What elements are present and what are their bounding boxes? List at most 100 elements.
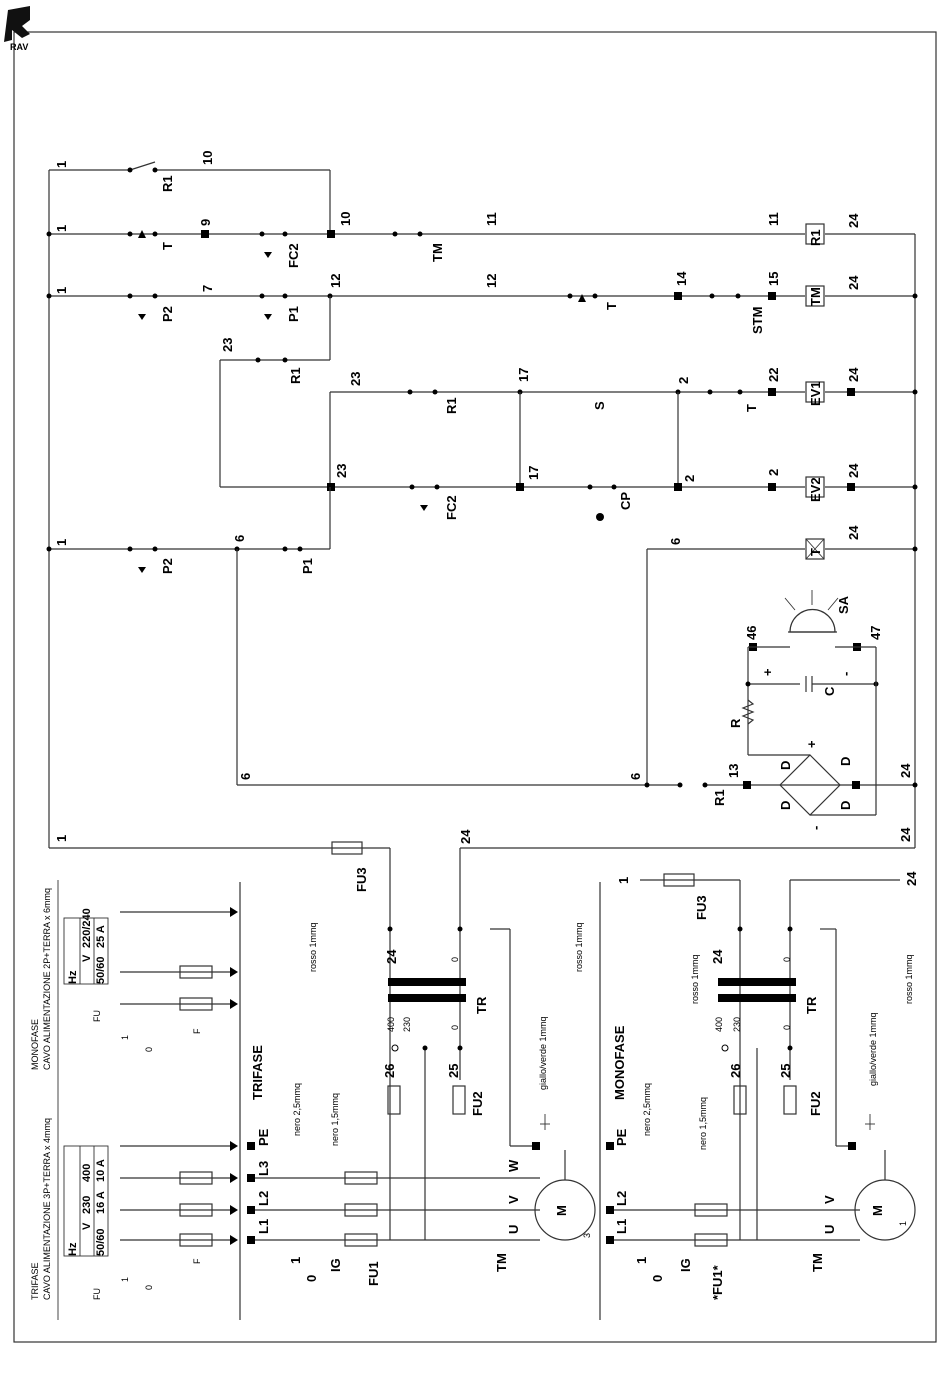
label-components-R: R	[728, 718, 743, 728]
label-node_numbers-n0: 0	[450, 957, 460, 962]
label-node_numbers-n46: 46	[744, 626, 759, 640]
label-wires-nero25: nero 2,5mmq	[292, 1083, 302, 1136]
label-wires-rosso: rosso 1mmq	[574, 922, 584, 972]
label-components-P1: P1	[286, 306, 301, 322]
label-node_numbers-n24: 24	[904, 871, 919, 886]
logo-text: RAV	[10, 42, 28, 52]
label-node_numbers-n230: 230	[732, 1017, 742, 1032]
label-node_numbers-n22: 22	[766, 368, 781, 382]
label-node_numbers-n26: 26	[382, 1064, 397, 1078]
label-components-P1: P1	[300, 558, 315, 574]
label-node_numbers-n11: 11	[484, 212, 499, 226]
label-components-FU1: FU1	[366, 1261, 381, 1286]
label-node_numbers-n6: 6	[628, 773, 643, 780]
label-components-one: 1	[288, 1257, 303, 1264]
label-components-one: 1	[120, 1277, 130, 1282]
label-components-R1: R1	[808, 229, 823, 246]
label-supply_tables-trifase-fu_values-0: 16 A	[95, 1191, 107, 1214]
label-components-one: 1	[634, 1257, 649, 1264]
label-supply_tables-trifase-hz_value: 50/60	[95, 1228, 107, 1256]
label-node_numbers-n24: 24	[898, 827, 913, 842]
label-node_numbers-n2: 2	[682, 475, 697, 482]
label-wires-nero25: nero 2,5mmq	[642, 1083, 652, 1136]
label-supply_tables-trifase-v_values-0: 230	[81, 1196, 93, 1214]
label-components-PE: PE	[614, 1128, 629, 1146]
label-components-V: V	[822, 1195, 837, 1204]
label-node_numbers-n10: 10	[200, 151, 215, 165]
label-node_numbers-n1: 1	[54, 161, 69, 168]
label-components-TR: TR	[474, 996, 489, 1014]
label-components-TM: TM	[494, 1253, 509, 1272]
label-components-C: C	[822, 686, 837, 696]
label-node_numbers-n0: 0	[782, 957, 792, 962]
label-supply_tables-monofase-fu_values-0: 25 A	[95, 925, 107, 948]
label-node_numbers-n26: 26	[728, 1064, 743, 1078]
label-components-zero: 0	[144, 1047, 154, 1052]
label-node_numbers-n24: 24	[710, 949, 725, 964]
label-polarity-minus: -	[838, 672, 853, 676]
label-supply_tables-monofase-hz: Hz	[67, 970, 79, 984]
label-node_numbers-n7: 7	[200, 285, 215, 292]
label-components-FC2: FC2	[444, 495, 459, 520]
label-node_numbers-n12: 12	[484, 274, 499, 288]
label-components-T: T	[808, 548, 823, 556]
label-components-one: 1	[898, 1221, 908, 1226]
label-components-zero: 0	[650, 1275, 665, 1282]
label-node_numbers-n2: 2	[766, 469, 781, 476]
label-wires-rosso: rosso 1mmq	[904, 954, 914, 1004]
label-node_numbers-n12: 12	[328, 274, 343, 288]
label-components-F: F	[192, 1028, 202, 1034]
label-node_numbers-n11: 11	[766, 212, 781, 226]
label-node_numbers-n0: 0	[782, 1025, 792, 1030]
label-components-TM: TM	[808, 287, 823, 306]
label-node_numbers-n1: 1	[54, 225, 69, 232]
label-components-P2: P2	[160, 306, 175, 322]
label-node_numbers-n0: 0	[450, 1025, 460, 1030]
label-node_numbers-n23: 23	[220, 338, 235, 352]
label-components-three: 3	[582, 1233, 592, 1238]
label-node_numbers-n6: 6	[668, 538, 683, 545]
label-components-L1: L1	[614, 1219, 629, 1234]
label-node_numbers-n25: 25	[446, 1064, 461, 1078]
label-node_numbers-n17: 17	[516, 368, 531, 382]
label-node_numbers-n13: 13	[726, 764, 741, 778]
label-node_numbers-n10: 10	[338, 212, 353, 226]
label-components-L1: L1	[256, 1219, 271, 1234]
label-supply_tables-trifase-v_values-1: 400	[81, 1164, 93, 1182]
label-components-T: T	[744, 404, 759, 412]
label-components-zero: 0	[144, 1285, 154, 1290]
label-node_numbers-n6: 6	[232, 535, 247, 542]
label-node_numbers-n15: 15	[766, 272, 781, 286]
label-components-EV1: EV1	[808, 381, 823, 406]
label-components-P2: P2	[160, 558, 175, 574]
label-node_numbers-n23: 23	[348, 372, 363, 386]
label-supply_tables-trifase-v: V	[81, 1222, 93, 1230]
label-node_numbers-n24: 24	[458, 829, 473, 844]
label-components-R1: R1	[160, 175, 175, 192]
label-components-M: M	[554, 1205, 569, 1216]
label-sections-monofase: MONOFASE	[612, 1025, 627, 1100]
label-components-D: D	[838, 757, 853, 766]
label-components-STM: STM	[750, 307, 765, 334]
label-components-IG: IG	[678, 1258, 693, 1272]
label-node_numbers-n24: 24	[846, 275, 861, 290]
label-node_numbers-n230: 230	[402, 1017, 412, 1032]
label-node_numbers-n17: 17	[526, 466, 541, 480]
label-wires-rosso: rosso 1mmq	[690, 954, 700, 1004]
label-components-EV2: EV2	[808, 477, 823, 502]
label-node_numbers-n2: 2	[676, 377, 691, 384]
label-node_numbers-n400: 400	[714, 1017, 724, 1032]
label-components-L2: L2	[256, 1191, 271, 1206]
label-supply_tables-monofase-v_values-0: 220/240	[81, 908, 93, 948]
label-node_numbers-n6: 6	[238, 773, 253, 780]
label-components-R1: R1	[712, 789, 727, 806]
label-node_numbers-n47: 47	[868, 626, 883, 640]
label-node_numbers-n23: 23	[334, 464, 349, 478]
label-components-FU3: FU3	[694, 895, 709, 920]
label-node_numbers-n1: 1	[54, 539, 69, 546]
label-components-D: D	[778, 761, 793, 770]
label-polarity-plus: +	[804, 740, 819, 748]
label-supply_tables-trifase-cable: CAVO ALIMENTAZIONE 3P+TERRA x 4mmq	[42, 1118, 52, 1300]
